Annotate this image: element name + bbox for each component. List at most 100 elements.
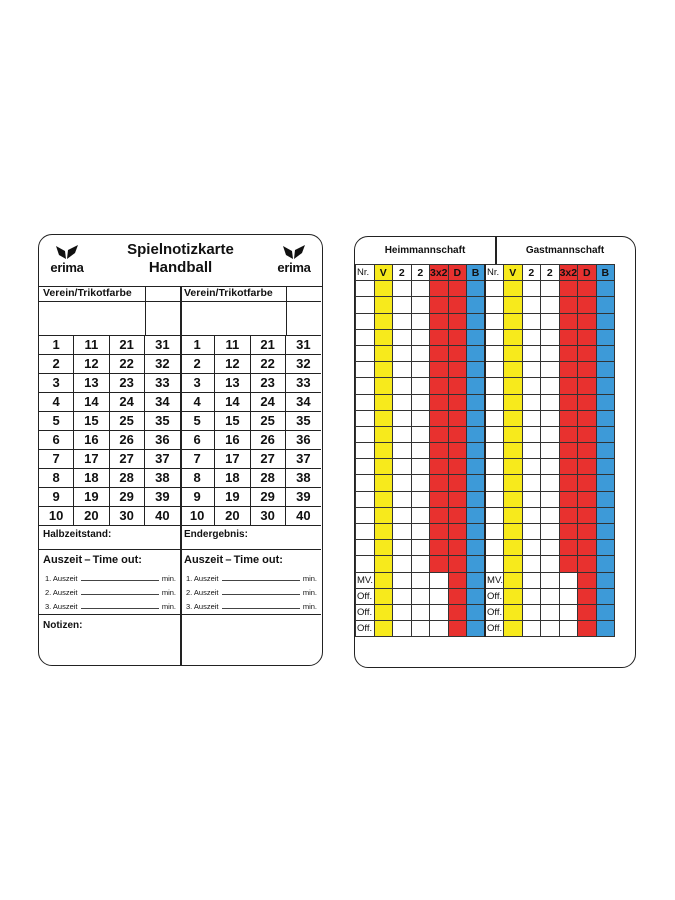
player-number[interactable]: 32 [144,355,180,374]
penalty-cell[interactable] [540,409,560,427]
penalty-cell[interactable] [466,312,486,330]
penalty-cell[interactable] [595,409,616,427]
penalty-cell[interactable] [410,409,430,427]
penalty-cell[interactable] [558,603,579,622]
penalty-cell[interactable] [429,555,449,573]
penalty-cell[interactable] [503,506,523,525]
player-number[interactable]: 21 [250,336,286,355]
penalty-cell[interactable] [595,458,616,476]
penalty-cell[interactable] [577,539,597,557]
penalty-cell[interactable] [558,344,579,363]
player-number[interactable]: 40 [144,507,180,526]
penalty-cell[interactable] [595,571,616,589]
penalty-cell[interactable] [503,409,523,427]
penalty-cell[interactable] [595,587,616,605]
penalty-cell[interactable] [429,409,449,427]
penalty-cell[interactable] [355,296,375,314]
penalty-cell[interactable] [595,344,616,363]
penalty-cell[interactable] [373,458,393,476]
player-number[interactable]: 5 [39,412,75,431]
penalty-cell[interactable] [373,409,393,427]
penalty-cell[interactable] [392,393,412,411]
penalty-cell[interactable] [466,620,486,638]
player-number[interactable]: 37 [144,450,180,469]
penalty-cell[interactable] [558,425,579,444]
penalty-cell[interactable] [558,490,579,508]
penalty-cell[interactable] [503,312,523,330]
player-number[interactable]: 4 [180,393,216,412]
penalty-cell[interactable] [540,425,560,444]
penalty-cell[interactable] [373,620,393,638]
penalty-cell[interactable] [392,361,412,379]
penalty-cell[interactable] [503,571,523,589]
penalty-cell[interactable] [484,328,505,346]
player-number[interactable]: 39 [144,488,180,507]
penalty-cell[interactable] [558,458,579,476]
penalty-cell[interactable] [410,312,430,330]
player-number[interactable]: 16 [215,431,251,450]
penalty-cell[interactable] [484,296,505,314]
player-number[interactable]: 10 [180,507,216,526]
penalty-cell[interactable] [521,539,542,557]
penalty-cell[interactable] [558,361,579,379]
penalty-cell[interactable] [558,280,579,298]
penalty-cell[interactable] [355,490,375,508]
penalty-cell[interactable] [429,344,449,363]
player-number[interactable]: 9 [39,488,75,507]
penalty-cell[interactable] [429,522,449,541]
player-number[interactable]: 12 [215,355,251,374]
penalty-cell[interactable] [595,522,616,541]
penalty-cell[interactable] [503,296,523,314]
penalty-cell[interactable] [595,506,616,525]
color-cell[interactable] [287,286,321,301]
penalty-cell[interactable] [466,409,486,427]
penalty-cell[interactable] [503,344,523,363]
player-number[interactable]: 8 [39,469,75,488]
penalty-cell[interactable] [595,328,616,346]
penalty-cell[interactable] [558,587,579,605]
penalty-cell[interactable] [373,555,393,573]
penalty-cell[interactable] [410,328,430,346]
penalty-cell[interactable] [577,555,597,573]
player-number[interactable]: 22 [109,355,145,374]
penalty-cell[interactable] [521,490,542,508]
penalty-cell[interactable] [540,393,560,411]
player-number[interactable]: 13 [215,374,251,393]
player-number[interactable]: 23 [109,374,145,393]
player-number[interactable]: 33 [285,374,321,393]
penalty-cell[interactable] [410,506,430,525]
penalty-cell[interactable] [355,442,375,460]
penalty-cell[interactable] [577,620,597,638]
penalty-cell[interactable] [540,312,560,330]
penalty-cell[interactable] [577,344,597,363]
player-number[interactable]: 3 [39,374,75,393]
penalty-cell[interactable] [503,539,523,557]
penalty-cell[interactable] [447,458,468,476]
penalty-cell[interactable] [355,539,375,557]
penalty-cell[interactable] [521,328,542,346]
penalty-cell[interactable] [540,442,560,460]
penalty-cell[interactable] [503,490,523,508]
penalty-cell[interactable] [410,539,430,557]
penalty-cell[interactable] [540,458,560,476]
penalty-cell[interactable] [595,377,616,395]
penalty-cell[interactable] [447,312,468,330]
penalty-cell[interactable] [595,474,616,492]
penalty-cell[interactable] [447,442,468,460]
player-number[interactable]: 9 [180,488,216,507]
penalty-cell[interactable] [410,442,430,460]
penalty-cell[interactable] [503,474,523,492]
player-number[interactable]: 24 [250,393,286,412]
penalty-cell[interactable] [540,377,560,395]
penalty-cell[interactable] [558,506,579,525]
penalty-cell[interactable] [447,474,468,492]
penalty-cell[interactable] [466,522,486,541]
penalty-cell[interactable] [447,620,468,638]
penalty-cell[interactable] [429,280,449,298]
penalty-cell[interactable] [447,393,468,411]
penalty-cell[interactable] [392,539,412,557]
penalty-cell[interactable] [521,458,542,476]
player-number[interactable]: 4 [39,393,75,412]
penalty-cell[interactable] [558,539,579,557]
player-number[interactable]: 26 [109,431,145,450]
